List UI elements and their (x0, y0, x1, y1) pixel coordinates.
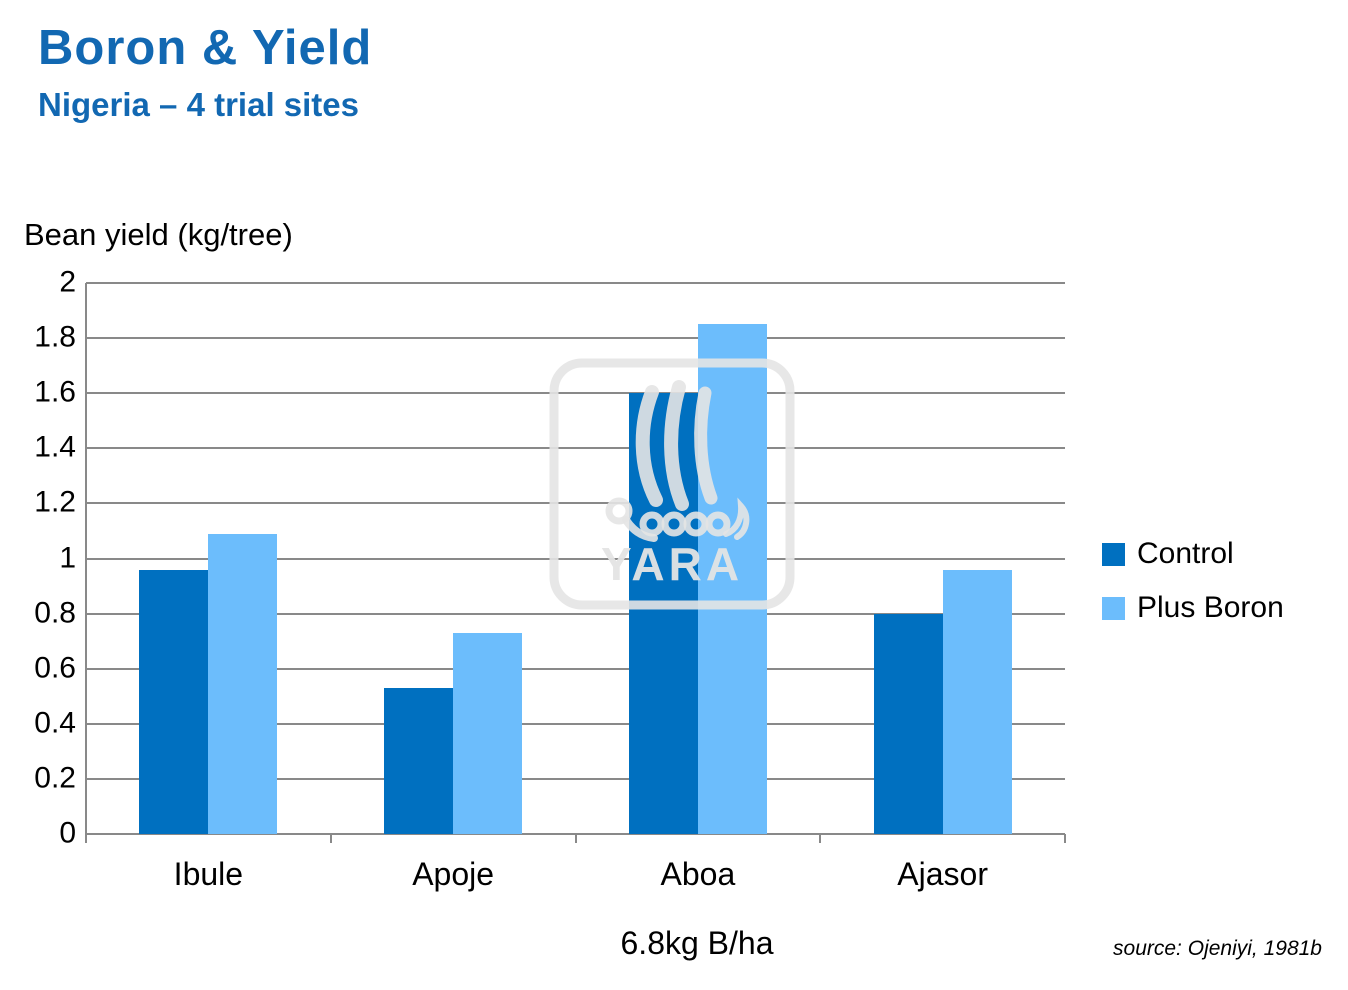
gridline (86, 722, 1065, 725)
x-axis-tick (574, 834, 577, 843)
gridline (86, 612, 1065, 615)
gridline (86, 667, 1065, 670)
y-tick-label: 1.8 (34, 320, 76, 354)
legend-item-control: Control (1102, 537, 1284, 570)
x-axis-tick (1064, 834, 1066, 843)
gridline (86, 337, 1065, 340)
category-label-ibule: Ibule (173, 856, 244, 892)
bar-plus-boron-ajasor (942, 569, 1012, 834)
x-axis-note: 6.8kg B/ha (620, 925, 774, 961)
bar-control-aboa (628, 393, 698, 834)
chart-legend: Control Plus Boron (1102, 537, 1284, 649)
legend-swatch-control (1102, 542, 1125, 566)
y-tick-label: 0.2 (34, 761, 76, 795)
slide-subtitle: Nigeria – 4 trial sites (38, 86, 359, 123)
legend-swatch-plus-boron (1102, 596, 1125, 620)
y-tick-label: 0 (59, 816, 76, 850)
y-tick-label: 1.4 (34, 430, 76, 464)
gridline (86, 777, 1065, 780)
category-label-aboa: Aboa (660, 856, 736, 892)
y-tick-label: 0.4 (34, 706, 76, 740)
y-tick-label: 1.6 (34, 375, 76, 409)
category-label-apoje: Apoje (412, 856, 495, 892)
y-tick-label: 2 (59, 265, 76, 299)
bar-control-ibule (139, 569, 209, 834)
bar-plus-boron-apoje (453, 632, 523, 834)
y-tick-label: 0.6 (34, 651, 76, 685)
bar-control-ajasor (873, 613, 943, 834)
category-label-ajasor: Ajasor (897, 856, 988, 892)
y-axis-title: Bean yield (kg/tree) (24, 217, 293, 252)
legend-item-plus-boron: Plus Boron (1102, 591, 1284, 624)
y-axis-line (85, 283, 87, 843)
x-axis-tick (819, 834, 822, 843)
bar-control-apoje (384, 687, 454, 834)
y-tick-label: 0.8 (34, 595, 76, 629)
y-tick-label: 1 (59, 540, 76, 574)
gridline (86, 392, 1065, 395)
bar-plus-boron-ibule (208, 533, 278, 834)
slide-title: Boron & Yield (38, 21, 373, 75)
bar-plus-boron-aboa (697, 324, 767, 834)
gridline (86, 447, 1065, 450)
source-note: source: Ojeniyi, 1981b (1113, 937, 1322, 960)
x-axis-tick (329, 834, 332, 843)
gridline (86, 502, 1065, 505)
legend-label-control: Control (1137, 537, 1234, 570)
gridline (86, 282, 1065, 284)
x-axis-tick (85, 834, 87, 843)
legend-label-plus-boron: Plus Boron (1137, 591, 1284, 624)
y-tick-label: 1.2 (34, 485, 76, 519)
